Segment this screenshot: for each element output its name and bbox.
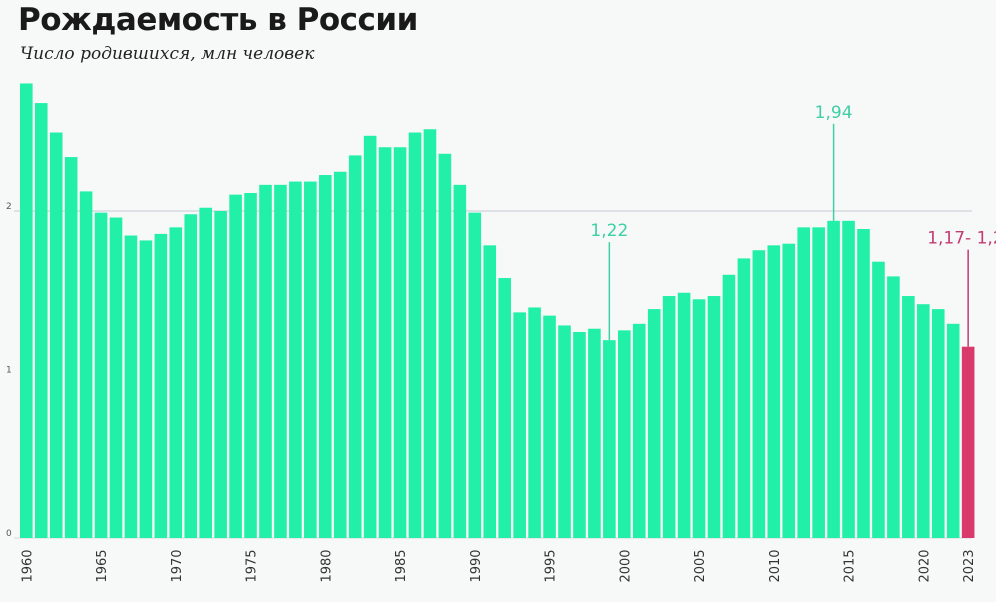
bar <box>662 296 676 538</box>
bar <box>558 325 571 538</box>
x-tick-label: 2020 <box>917 549 932 582</box>
bar <box>304 181 317 538</box>
bar <box>438 153 452 538</box>
x-tick-label: 2005 <box>693 549 708 582</box>
bar <box>199 207 212 539</box>
bar <box>184 214 198 538</box>
bar <box>573 331 586 538</box>
bar <box>49 132 63 538</box>
bar <box>887 276 900 538</box>
bar <box>229 194 242 538</box>
bar <box>528 307 541 538</box>
bar <box>274 184 287 538</box>
bar <box>902 296 915 538</box>
y-tick-label: 2 <box>6 202 12 212</box>
x-tick-label: 1970 <box>170 549 185 582</box>
bar <box>124 235 138 538</box>
bar <box>767 245 781 538</box>
bar <box>857 228 870 539</box>
bar <box>842 220 855 538</box>
bar <box>139 240 153 538</box>
bar <box>34 103 48 538</box>
bar <box>64 157 78 539</box>
bar <box>603 340 616 538</box>
bar <box>737 258 751 538</box>
bar <box>827 220 840 538</box>
bar <box>154 233 168 538</box>
y-tick-label: 1 <box>6 366 12 376</box>
bar <box>289 181 302 538</box>
bar <box>872 261 885 538</box>
x-tick-label: 1960 <box>20 549 35 582</box>
bar <box>632 323 646 538</box>
bar <box>259 184 272 538</box>
x-tick-label: 2023 <box>962 549 977 582</box>
bar <box>319 175 332 538</box>
bar <box>79 191 93 538</box>
annotation-label: 1,22 <box>590 221 628 241</box>
bar <box>109 217 123 539</box>
chart-subtitle: Число родившихся, млн человек <box>20 44 315 64</box>
annotation-label: 1,94 <box>815 103 853 123</box>
bar <box>453 184 467 538</box>
bar <box>169 227 183 538</box>
bar <box>752 250 766 539</box>
bar <box>588 328 601 538</box>
x-tick-label: 1995 <box>544 549 559 582</box>
bar <box>333 171 347 538</box>
annotation-label: 1,17- 1,2* <box>927 229 996 249</box>
x-tick-label: 1975 <box>245 549 260 582</box>
bar <box>214 211 227 538</box>
x-tick-label: 2015 <box>843 549 858 582</box>
x-tick-label: 1980 <box>319 549 334 582</box>
bar <box>498 278 511 538</box>
bar <box>244 193 257 538</box>
bar <box>378 147 392 539</box>
bar-highlight <box>961 346 975 538</box>
x-tick-label: 1990 <box>469 549 484 582</box>
bar <box>423 129 437 538</box>
bar <box>707 296 721 538</box>
x-tick-label: 2000 <box>618 549 633 582</box>
bar <box>931 309 945 538</box>
bar <box>363 135 377 539</box>
bar <box>722 274 736 538</box>
bar <box>782 243 796 538</box>
bar <box>812 227 825 538</box>
bar <box>393 147 407 539</box>
bar <box>94 212 108 538</box>
bar <box>917 304 930 538</box>
bar <box>692 299 706 538</box>
bar <box>543 315 556 538</box>
x-tick-label: 1965 <box>95 549 110 582</box>
x-tick-label: 2010 <box>768 549 783 582</box>
bar <box>618 330 631 538</box>
chart-title: Рождаемость в России <box>18 2 418 38</box>
x-tick-label: 1985 <box>394 549 409 582</box>
bar <box>468 212 482 538</box>
bar <box>348 155 362 538</box>
y-tick-label: 0 <box>6 529 12 539</box>
bar <box>647 309 661 538</box>
bar <box>677 292 691 538</box>
bar <box>20 83 33 538</box>
bar <box>797 227 810 538</box>
bar <box>513 312 526 538</box>
bar <box>483 245 497 538</box>
bar <box>946 323 960 538</box>
bar <box>408 132 422 538</box>
